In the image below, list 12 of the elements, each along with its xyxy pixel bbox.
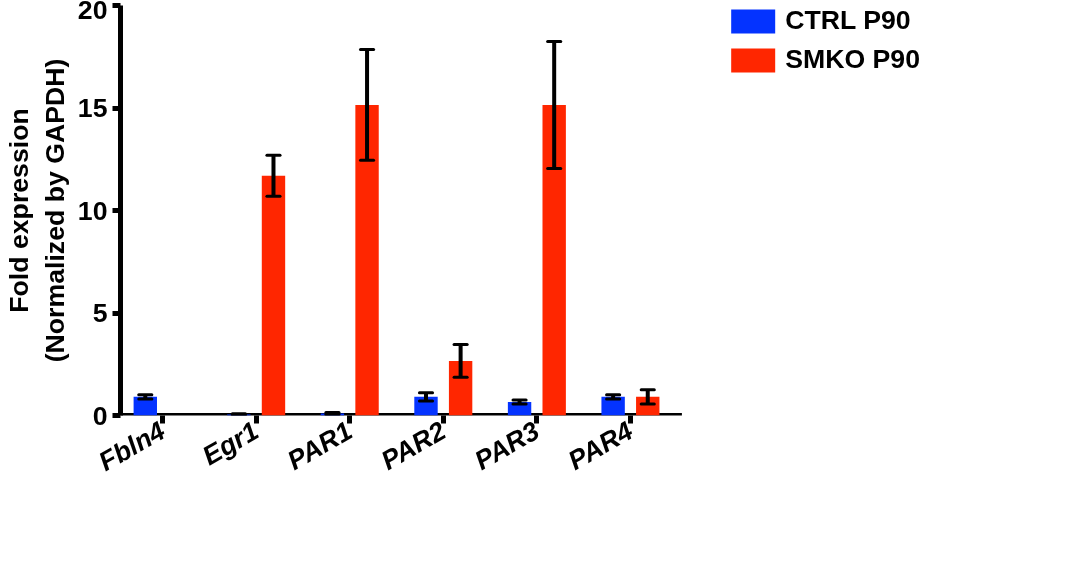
legend-label: SMKO P90 (785, 44, 920, 75)
legend-label: CTRL P90 (785, 5, 911, 36)
bar (261, 175, 286, 416)
bar (542, 104, 566, 416)
bar (355, 104, 379, 416)
bar (448, 360, 473, 416)
y-tick-label: 20 (77, 0, 108, 25)
y-axis-title: Fold expression (Normalized by GAPDH) (3, 58, 70, 363)
y-tick-label: 5 (92, 298, 108, 328)
y-tick-label: 15 (77, 93, 108, 123)
y-tick-label: 10 (77, 195, 108, 226)
x-tick-label: Egr1 (197, 415, 264, 472)
